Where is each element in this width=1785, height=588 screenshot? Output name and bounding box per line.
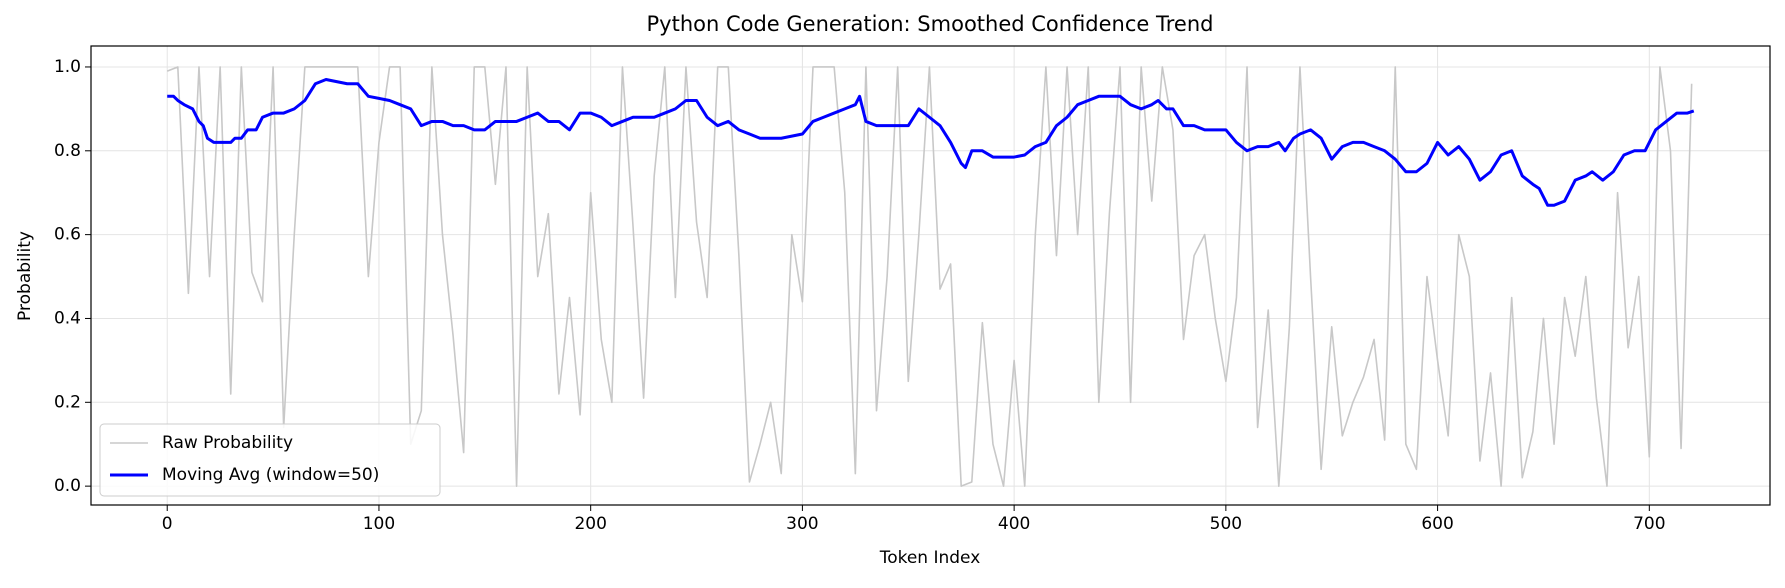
y-tick-label: 1.0 (54, 57, 81, 77)
y-axis-label: Probability (15, 231, 35, 321)
x-tick-label: 0 (162, 514, 173, 534)
x-tick-label: 400 (998, 514, 1030, 534)
series-line (167, 78, 1695, 207)
y-tick-label: 0.0 (54, 476, 81, 496)
x-tick-label: 100 (363, 514, 395, 534)
legend-label: Raw Probability (162, 433, 293, 453)
y-tick-label: 0.6 (54, 225, 81, 245)
y-tick-label: 0.8 (54, 141, 81, 161)
x-tick-label: 700 (1633, 514, 1665, 534)
x-tick-label: 200 (574, 514, 606, 534)
x-tick-label: 500 (1210, 514, 1242, 534)
x-axis-label: Token Index (879, 548, 981, 568)
y-tick-label: 0.2 (54, 392, 81, 412)
y-tick-label: 0.4 (54, 308, 81, 328)
x-tick-label: 600 (1421, 514, 1453, 534)
chart-title: Python Code Generation: Smoothed Confide… (647, 12, 1214, 36)
legend-box (99, 423, 441, 497)
x-tick-label: 300 (786, 514, 818, 534)
plot-frame (90, 45, 1771, 506)
series-line (166, 66, 1693, 487)
legend-label: Moving Avg (window=50) (162, 465, 379, 485)
